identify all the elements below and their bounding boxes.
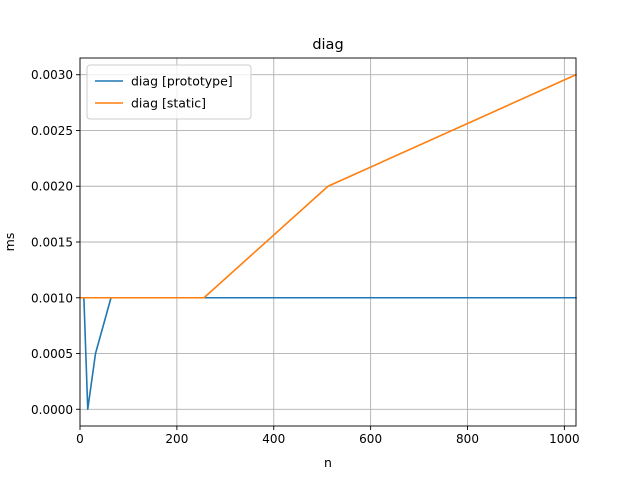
- y-axis-label: ms: [2, 233, 17, 252]
- x-tick-label: 1000: [549, 432, 580, 446]
- chart-title: diag: [312, 37, 343, 53]
- legend: diag [prototype] diag [static]: [86, 64, 252, 120]
- series-layer: [79, 73, 578, 411]
- x-tick-label: 400: [262, 432, 285, 446]
- y-axis: 0.0000 0.0005 0.0010 0.0015 0.0020 0.0025 0.00…: [31, 68, 80, 417]
- y-tick-label: 0.0030: [31, 68, 73, 82]
- x-tick-label: 800: [456, 432, 479, 446]
- x-tick-label: 0: [76, 432, 84, 446]
- x-axis-label: n: [324, 455, 332, 470]
- series-line: [79, 73, 578, 299]
- y-tick-label: 0.0010: [31, 291, 73, 305]
- x-tick-label: 200: [165, 432, 188, 446]
- y-tick-label: 0.0000: [31, 403, 73, 417]
- x-tick-label: 600: [359, 432, 382, 446]
- x-axis: 0 200 400 600 800 1000: [76, 426, 580, 446]
- legend-label: diag [prototype]: [131, 74, 233, 89]
- y-tick-label: 0.0005: [31, 347, 73, 361]
- y-tick-label: 0.0025: [31, 124, 73, 138]
- legend-box: [86, 64, 252, 120]
- y-tick-label: 0.0015: [31, 236, 73, 250]
- legend-label: diag [static]: [131, 96, 206, 111]
- y-tick-label: 0.0020: [31, 180, 73, 194]
